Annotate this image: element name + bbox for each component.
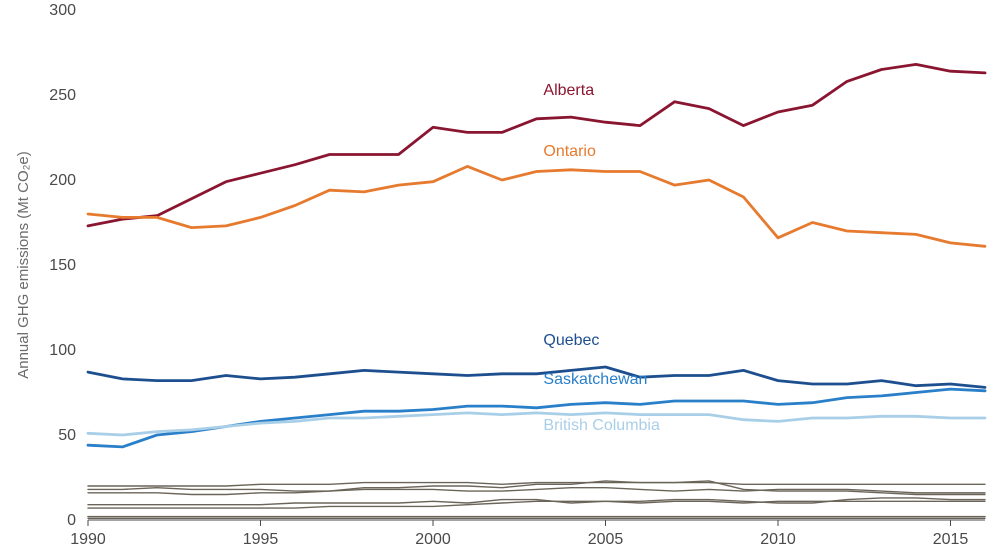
y-tick-label: 50	[58, 427, 76, 444]
minor-series-line	[88, 500, 985, 505]
y-tick-label: 250	[49, 87, 76, 104]
x-tick-label: 1990	[70, 531, 106, 547]
series-line-ontario	[88, 166, 985, 246]
x-tick-label: 2000	[415, 531, 451, 547]
series-label-ontario: Ontario	[543, 143, 596, 160]
series-line-quebec	[88, 367, 985, 387]
x-tick-label: 2010	[760, 531, 796, 547]
series-label-alberta: Alberta	[543, 82, 594, 99]
ghg-emissions-line-chart: 0 50 100 150 200 250 300 1990 1995 2000 2005 2010 20…	[0, 0, 1000, 547]
y-tick-label: 200	[49, 172, 76, 189]
series-label-quebec: Quebec	[543, 332, 599, 349]
x-tick-label: 2005	[588, 531, 624, 547]
y-tick-label: 100	[49, 342, 76, 359]
x-tick-label: 2015	[933, 531, 969, 547]
series-line-british-columbia	[88, 413, 985, 435]
x-tick-label: 1995	[243, 531, 279, 547]
y-tick-label: 0	[67, 512, 76, 529]
y-tick-label: 150	[49, 257, 76, 274]
series-label-british-columbia: British Columbia	[543, 417, 660, 434]
y-tick-label: 300	[49, 2, 76, 19]
y-axis-label: Annual GHG emissions (Mt CO₂e)	[15, 151, 32, 379]
series-line-alberta	[88, 64, 985, 226]
series-label-saskatchewan: Saskatchewan	[543, 371, 647, 388]
chart-svg: 0 50 100 150 200 250 300 1990 1995 2000 2005 2010 20…	[0, 0, 1000, 547]
